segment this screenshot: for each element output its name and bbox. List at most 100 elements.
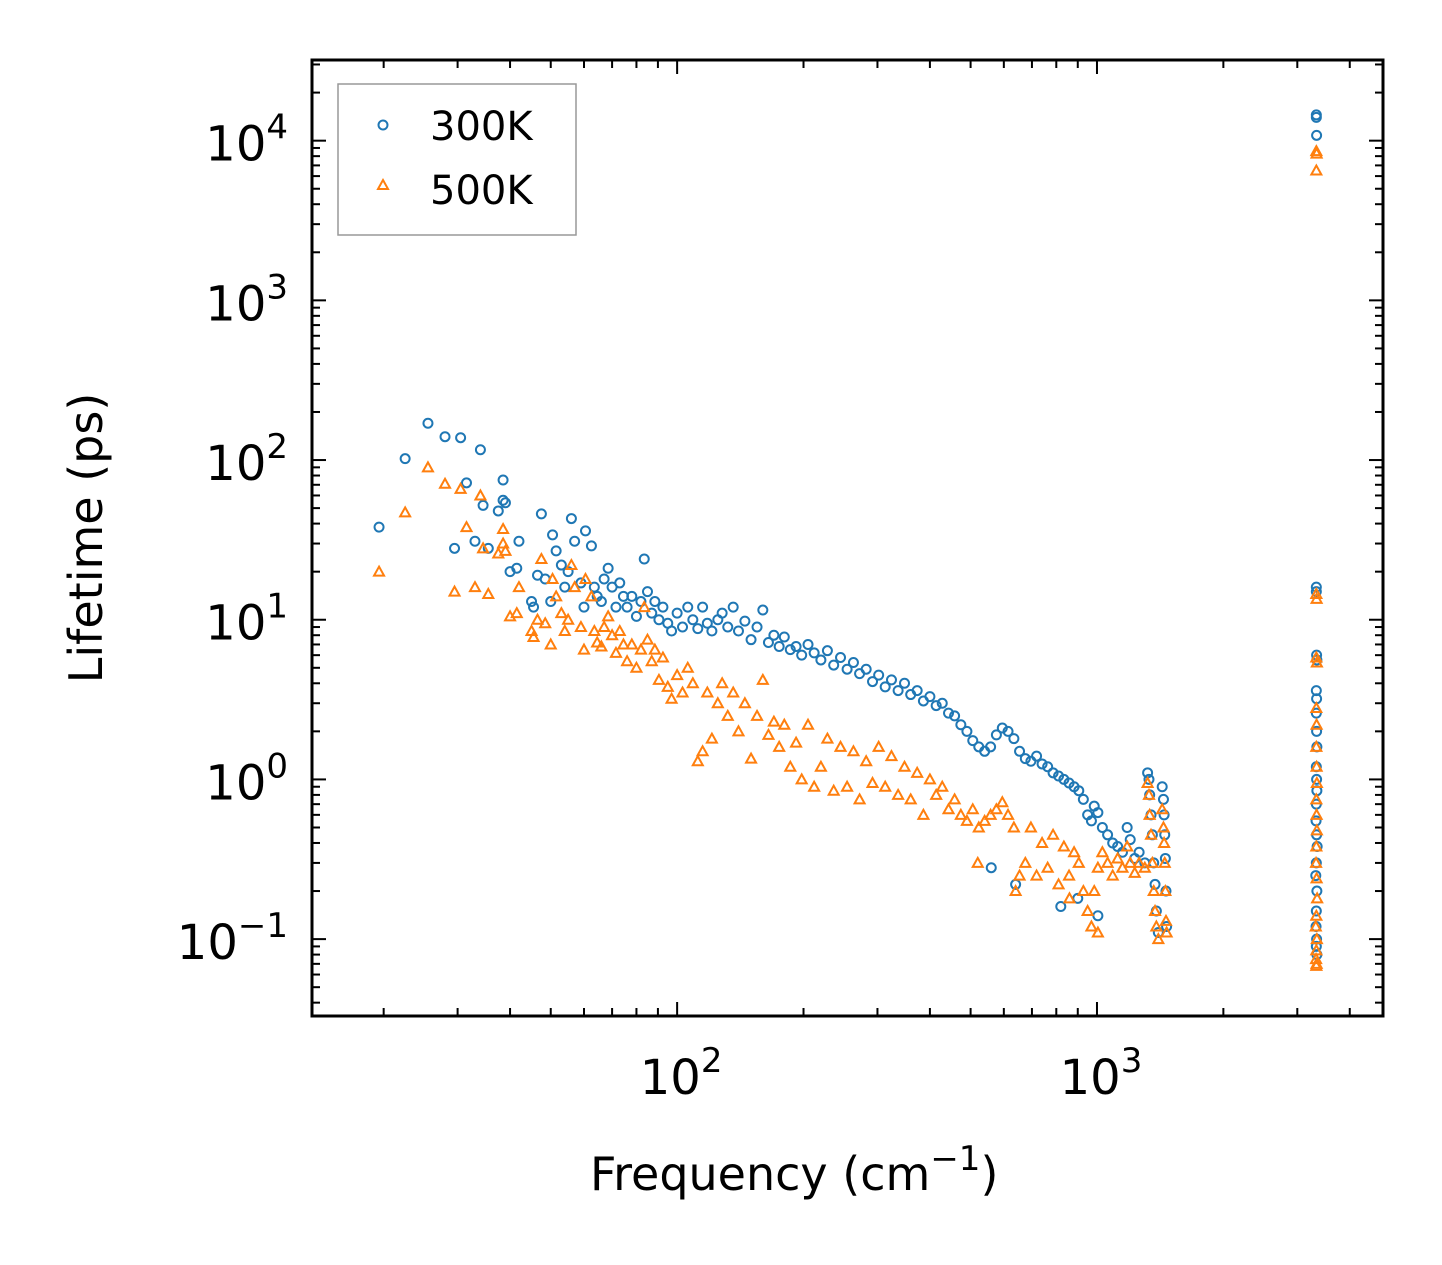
data-point-500k: [1309, 807, 1324, 820]
data-point-500k: [1157, 835, 1171, 848]
data-point-500k: [459, 520, 474, 533]
data-point-500k: [1142, 787, 1156, 800]
legend-label-300k: 300K: [430, 104, 534, 150]
data-point-500k: [783, 759, 797, 772]
data-point-300k: [469, 535, 481, 547]
data-point-300k: [641, 586, 653, 598]
legend-box: [337, 83, 577, 236]
x-tick-label: 102: [640, 1041, 723, 1106]
data-point-500k: [897, 759, 912, 772]
data-point-500k: [971, 855, 985, 868]
data-point-500k: [681, 660, 695, 673]
data-point-500k: [564, 557, 579, 571]
data-point-500k: [620, 654, 634, 667]
data-point-500k: [1309, 700, 1324, 714]
data-point-500k: [574, 619, 588, 633]
data-point-500k: [656, 650, 670, 663]
y-tick-label-base: 10: [205, 117, 266, 173]
data-point-500k: [1091, 860, 1105, 873]
data-point-500k: [530, 612, 545, 625]
data-point-300k: [697, 601, 709, 613]
data-point-300k: [796, 649, 808, 661]
data-point-500k: [1140, 775, 1155, 788]
x-tick-label-base: 10: [640, 1050, 701, 1106]
data-point-300k: [778, 631, 790, 643]
data-point-500k: [1080, 903, 1095, 916]
legend-marker-300k: [377, 119, 389, 131]
y-tick-label: 102: [205, 427, 288, 492]
data-point-500k: [966, 802, 980, 815]
data-point-300k: [649, 596, 661, 608]
data-point-300k: [578, 601, 590, 613]
data-point-300k: [949, 710, 961, 722]
data-point-300k: [638, 553, 650, 565]
data-point-500k: [852, 792, 867, 805]
data-point-300k: [626, 590, 638, 602]
data-point-500k: [1158, 855, 1172, 868]
data-point-300k: [1310, 581, 1322, 593]
data-point-300k: [745, 634, 757, 646]
data-point-300k: [716, 607, 728, 619]
data-point-300k: [1055, 901, 1067, 913]
data-point-300k: [474, 444, 486, 456]
data-point-300k: [860, 663, 872, 675]
data-point-500k: [661, 679, 675, 692]
data-point-500k: [645, 654, 659, 667]
data-point-500k: [750, 708, 764, 721]
data-point-500k: [1144, 827, 1158, 840]
data-point-500k: [826, 783, 841, 796]
data-point-500k: [1035, 835, 1049, 848]
data-point-300k: [497, 494, 509, 506]
data-point-500k: [549, 589, 563, 602]
data-point-500k: [616, 637, 631, 650]
data-point-300k: [1008, 733, 1020, 745]
data-point-500k: [1309, 717, 1324, 730]
data-point-300k: [701, 617, 713, 629]
x-tick-label-exponent: 3: [1121, 1041, 1143, 1081]
data-point-300k: [630, 610, 642, 622]
data-point-500k: [372, 564, 386, 577]
data-point-300k: [722, 621, 734, 633]
data-point-500k: [538, 616, 552, 629]
y-tick-label-exponent: 2: [266, 427, 288, 467]
data-point-300k: [936, 697, 948, 709]
data-point-300k: [511, 562, 523, 574]
data-point-500k: [498, 543, 513, 556]
data-point-500k: [554, 606, 569, 619]
data-point-500k: [960, 813, 974, 826]
data-point-300k: [841, 663, 853, 675]
y-tick-label: 101: [205, 587, 288, 652]
data-point-500k: [1310, 775, 1324, 788]
data-point-500k: [923, 772, 937, 785]
data-point-500k: [613, 623, 627, 637]
data-point-500k: [447, 584, 462, 597]
data-point-300k: [867, 676, 879, 688]
data-point-300k: [559, 581, 571, 593]
x-axis-title-main: Frequency (cm: [590, 1147, 930, 1201]
data-point-300k: [399, 453, 411, 465]
data-point-500k: [865, 775, 880, 788]
data-point-300k: [727, 601, 739, 613]
data-point-500k: [1309, 792, 1324, 805]
data-point-300k: [1311, 725, 1323, 737]
data-point-300k: [682, 601, 694, 613]
data-point-300k: [460, 477, 472, 489]
data-point-500k: [544, 637, 558, 650]
data-point-500k: [637, 600, 651, 613]
data-point-500k: [756, 672, 770, 685]
data-point-500k: [584, 589, 599, 602]
data-point-300k: [1036, 758, 1048, 770]
data-point-300k: [828, 659, 840, 671]
y-tick-label-exponent: 4: [266, 108, 288, 148]
data-point-500k: [989, 802, 1004, 815]
data-point-300k: [802, 638, 814, 650]
data-point-300k: [751, 621, 763, 633]
data-point-500k: [1067, 845, 1081, 858]
data-point-300k: [610, 601, 622, 613]
data-point-500k: [625, 637, 639, 650]
data-point-300k: [899, 677, 911, 689]
data-point-500k: [590, 635, 604, 648]
data-point-300k: [1310, 870, 1322, 882]
data-point-300k: [808, 647, 820, 659]
data-point-500k: [947, 792, 962, 805]
